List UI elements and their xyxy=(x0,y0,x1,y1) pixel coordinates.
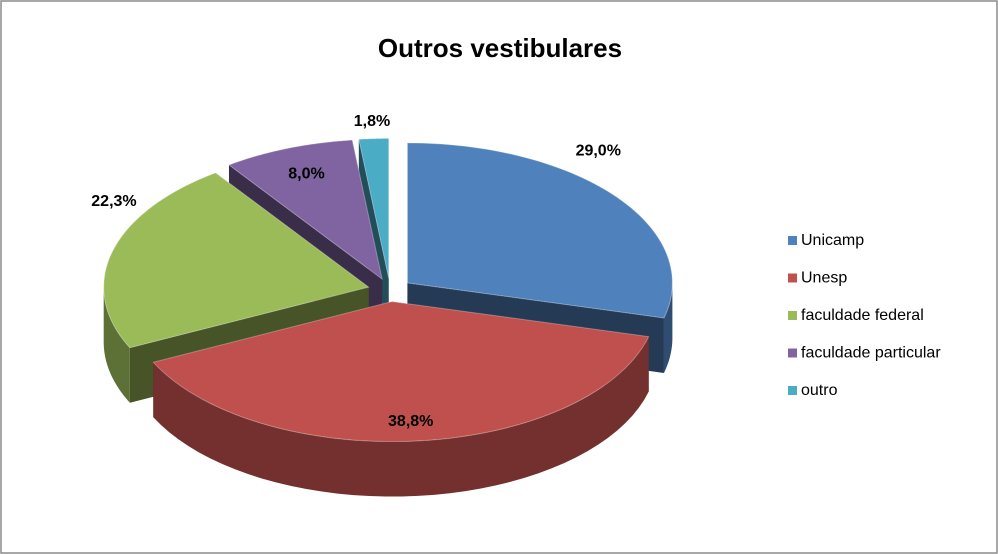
legend-label: outro xyxy=(801,382,838,399)
legend-swatch xyxy=(788,311,797,320)
slice-top xyxy=(152,301,650,443)
slice-top xyxy=(103,172,370,349)
chart-title: Outros vestibulares xyxy=(378,33,622,63)
data-label: 1,8% xyxy=(354,113,390,130)
pie-slice xyxy=(152,301,650,497)
legend-swatch xyxy=(788,236,797,245)
legend-label: Unicamp xyxy=(801,232,864,249)
slice-top xyxy=(358,137,390,279)
legend-swatch xyxy=(788,348,797,358)
legend-label: Unesp xyxy=(801,270,847,287)
slice-side xyxy=(153,336,649,497)
legend-swatch xyxy=(788,386,797,395)
legend-swatch xyxy=(788,273,797,283)
data-label: 38,8% xyxy=(388,413,433,430)
legend-label: faculdade federal xyxy=(801,307,924,324)
data-label: 29,0% xyxy=(576,142,621,159)
slice-top xyxy=(406,142,673,319)
data-label: 22,3% xyxy=(91,193,136,210)
slice-side xyxy=(663,282,673,373)
data-label: 8,0% xyxy=(288,166,324,183)
slice-top xyxy=(227,139,383,281)
legend-label: faculdade particular xyxy=(801,345,941,362)
slice-side xyxy=(103,287,130,403)
